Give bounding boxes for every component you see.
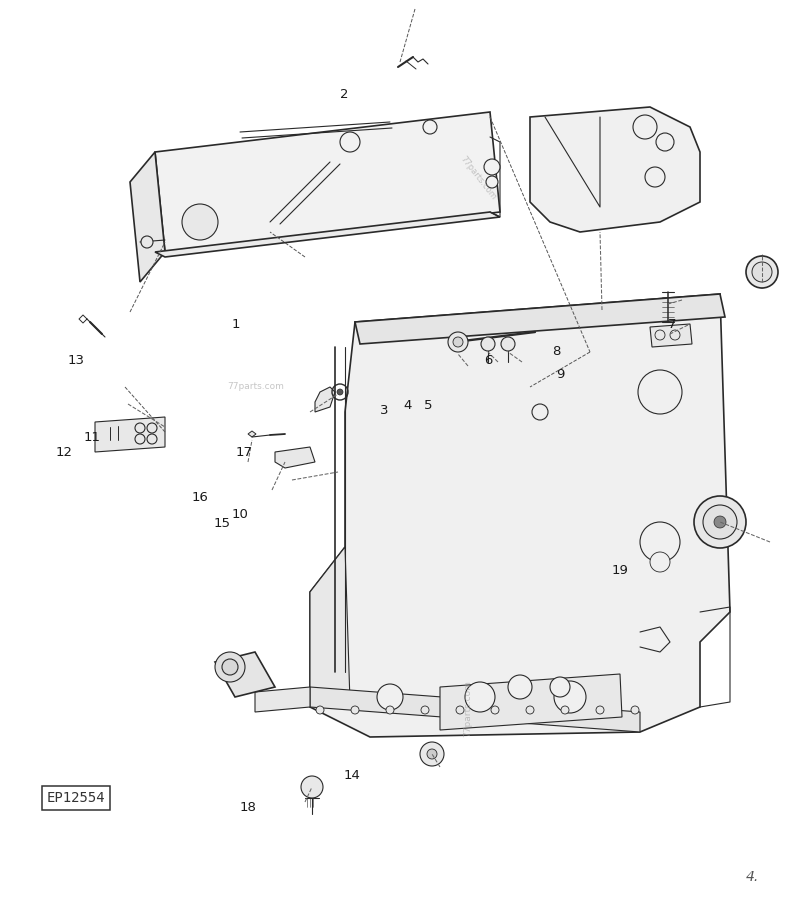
Circle shape [554,681,586,713]
Text: 18: 18 [239,801,257,814]
Circle shape [746,256,778,288]
Circle shape [386,706,394,714]
Text: 3: 3 [380,404,388,417]
Circle shape [752,262,772,282]
Polygon shape [255,687,310,712]
Circle shape [301,776,323,798]
Text: 15: 15 [214,517,231,529]
Circle shape [650,552,670,572]
Text: EP12554: EP12554 [46,791,106,805]
Text: 10: 10 [231,508,249,520]
Polygon shape [315,387,335,412]
Circle shape [655,330,665,340]
Text: 14: 14 [343,769,361,782]
Polygon shape [215,652,275,697]
Circle shape [141,236,153,248]
Circle shape [526,706,534,714]
Polygon shape [355,294,725,344]
Circle shape [222,659,238,675]
Text: 4: 4 [404,400,412,412]
Text: 8: 8 [552,345,560,358]
Circle shape [182,204,218,240]
Text: 11: 11 [83,431,101,444]
Circle shape [491,706,499,714]
Circle shape [465,682,495,712]
Circle shape [456,706,464,714]
Text: 6: 6 [484,354,492,367]
Polygon shape [310,294,730,737]
Polygon shape [310,687,640,732]
Circle shape [484,159,500,175]
Circle shape [645,167,665,187]
Text: 5: 5 [424,400,432,412]
Text: 4.: 4. [746,870,758,884]
Text: 19: 19 [611,564,629,576]
Circle shape [694,496,746,548]
Text: 77parts.com: 77parts.com [227,382,285,391]
Circle shape [377,684,403,710]
Circle shape [316,706,324,714]
Circle shape [532,404,548,420]
Circle shape [427,749,437,759]
Text: 9: 9 [556,368,564,381]
Text: 12: 12 [55,446,73,459]
Polygon shape [650,324,692,347]
Circle shape [340,132,360,152]
Text: 16: 16 [191,492,209,504]
Polygon shape [275,447,315,468]
Polygon shape [748,256,776,288]
Circle shape [448,332,468,352]
Polygon shape [530,107,700,232]
Circle shape [640,522,680,562]
Circle shape [550,677,570,697]
Circle shape [453,337,463,347]
Polygon shape [130,152,165,282]
Text: 1: 1 [232,318,240,331]
Polygon shape [440,674,622,730]
Polygon shape [155,112,500,252]
Polygon shape [155,212,500,257]
Circle shape [656,133,674,151]
Circle shape [703,505,737,539]
Circle shape [215,652,245,682]
Circle shape [631,706,639,714]
Circle shape [486,176,498,188]
Circle shape [638,370,682,414]
Text: 17: 17 [235,446,253,459]
Circle shape [337,389,343,395]
Text: 2: 2 [340,88,348,101]
Circle shape [714,516,726,528]
Circle shape [596,706,604,714]
Polygon shape [310,547,350,707]
Circle shape [420,742,444,766]
Polygon shape [248,431,256,437]
Circle shape [501,337,515,351]
Text: 13: 13 [67,354,85,367]
Text: 77parts.com: 77parts.com [463,679,473,737]
Text: 77parts.com: 77parts.com [458,154,498,201]
Text: 7: 7 [668,318,676,331]
Circle shape [670,330,680,340]
Circle shape [423,120,437,134]
Circle shape [351,706,359,714]
Polygon shape [95,417,165,452]
Circle shape [561,706,569,714]
Circle shape [633,115,657,139]
Circle shape [481,337,495,351]
Circle shape [421,706,429,714]
Circle shape [508,675,532,699]
